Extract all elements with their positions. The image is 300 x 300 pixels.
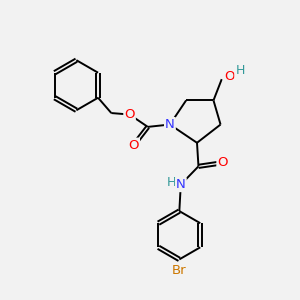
- Text: Br: Br: [172, 264, 187, 277]
- Text: O: O: [224, 70, 234, 83]
- Text: N: N: [176, 178, 186, 191]
- Text: O: O: [124, 108, 135, 121]
- Text: H: H: [167, 176, 176, 189]
- Text: O: O: [218, 156, 228, 169]
- Text: H: H: [235, 64, 245, 77]
- Text: N: N: [165, 118, 175, 131]
- Text: O: O: [128, 139, 139, 152]
